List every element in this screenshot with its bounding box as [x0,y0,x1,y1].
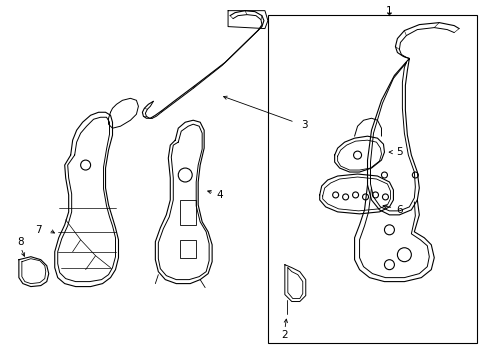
Bar [180,240,196,258]
Bar [180,200,196,225]
Text: 8: 8 [18,237,24,247]
Text: 1: 1 [386,6,393,15]
Text: 4: 4 [217,190,223,200]
Text: 6: 6 [396,205,403,215]
Text: 5: 5 [396,147,403,157]
Bar [268,15,477,343]
Text: 3: 3 [301,120,308,130]
Text: 7: 7 [35,225,42,235]
Text: 2: 2 [282,330,288,341]
